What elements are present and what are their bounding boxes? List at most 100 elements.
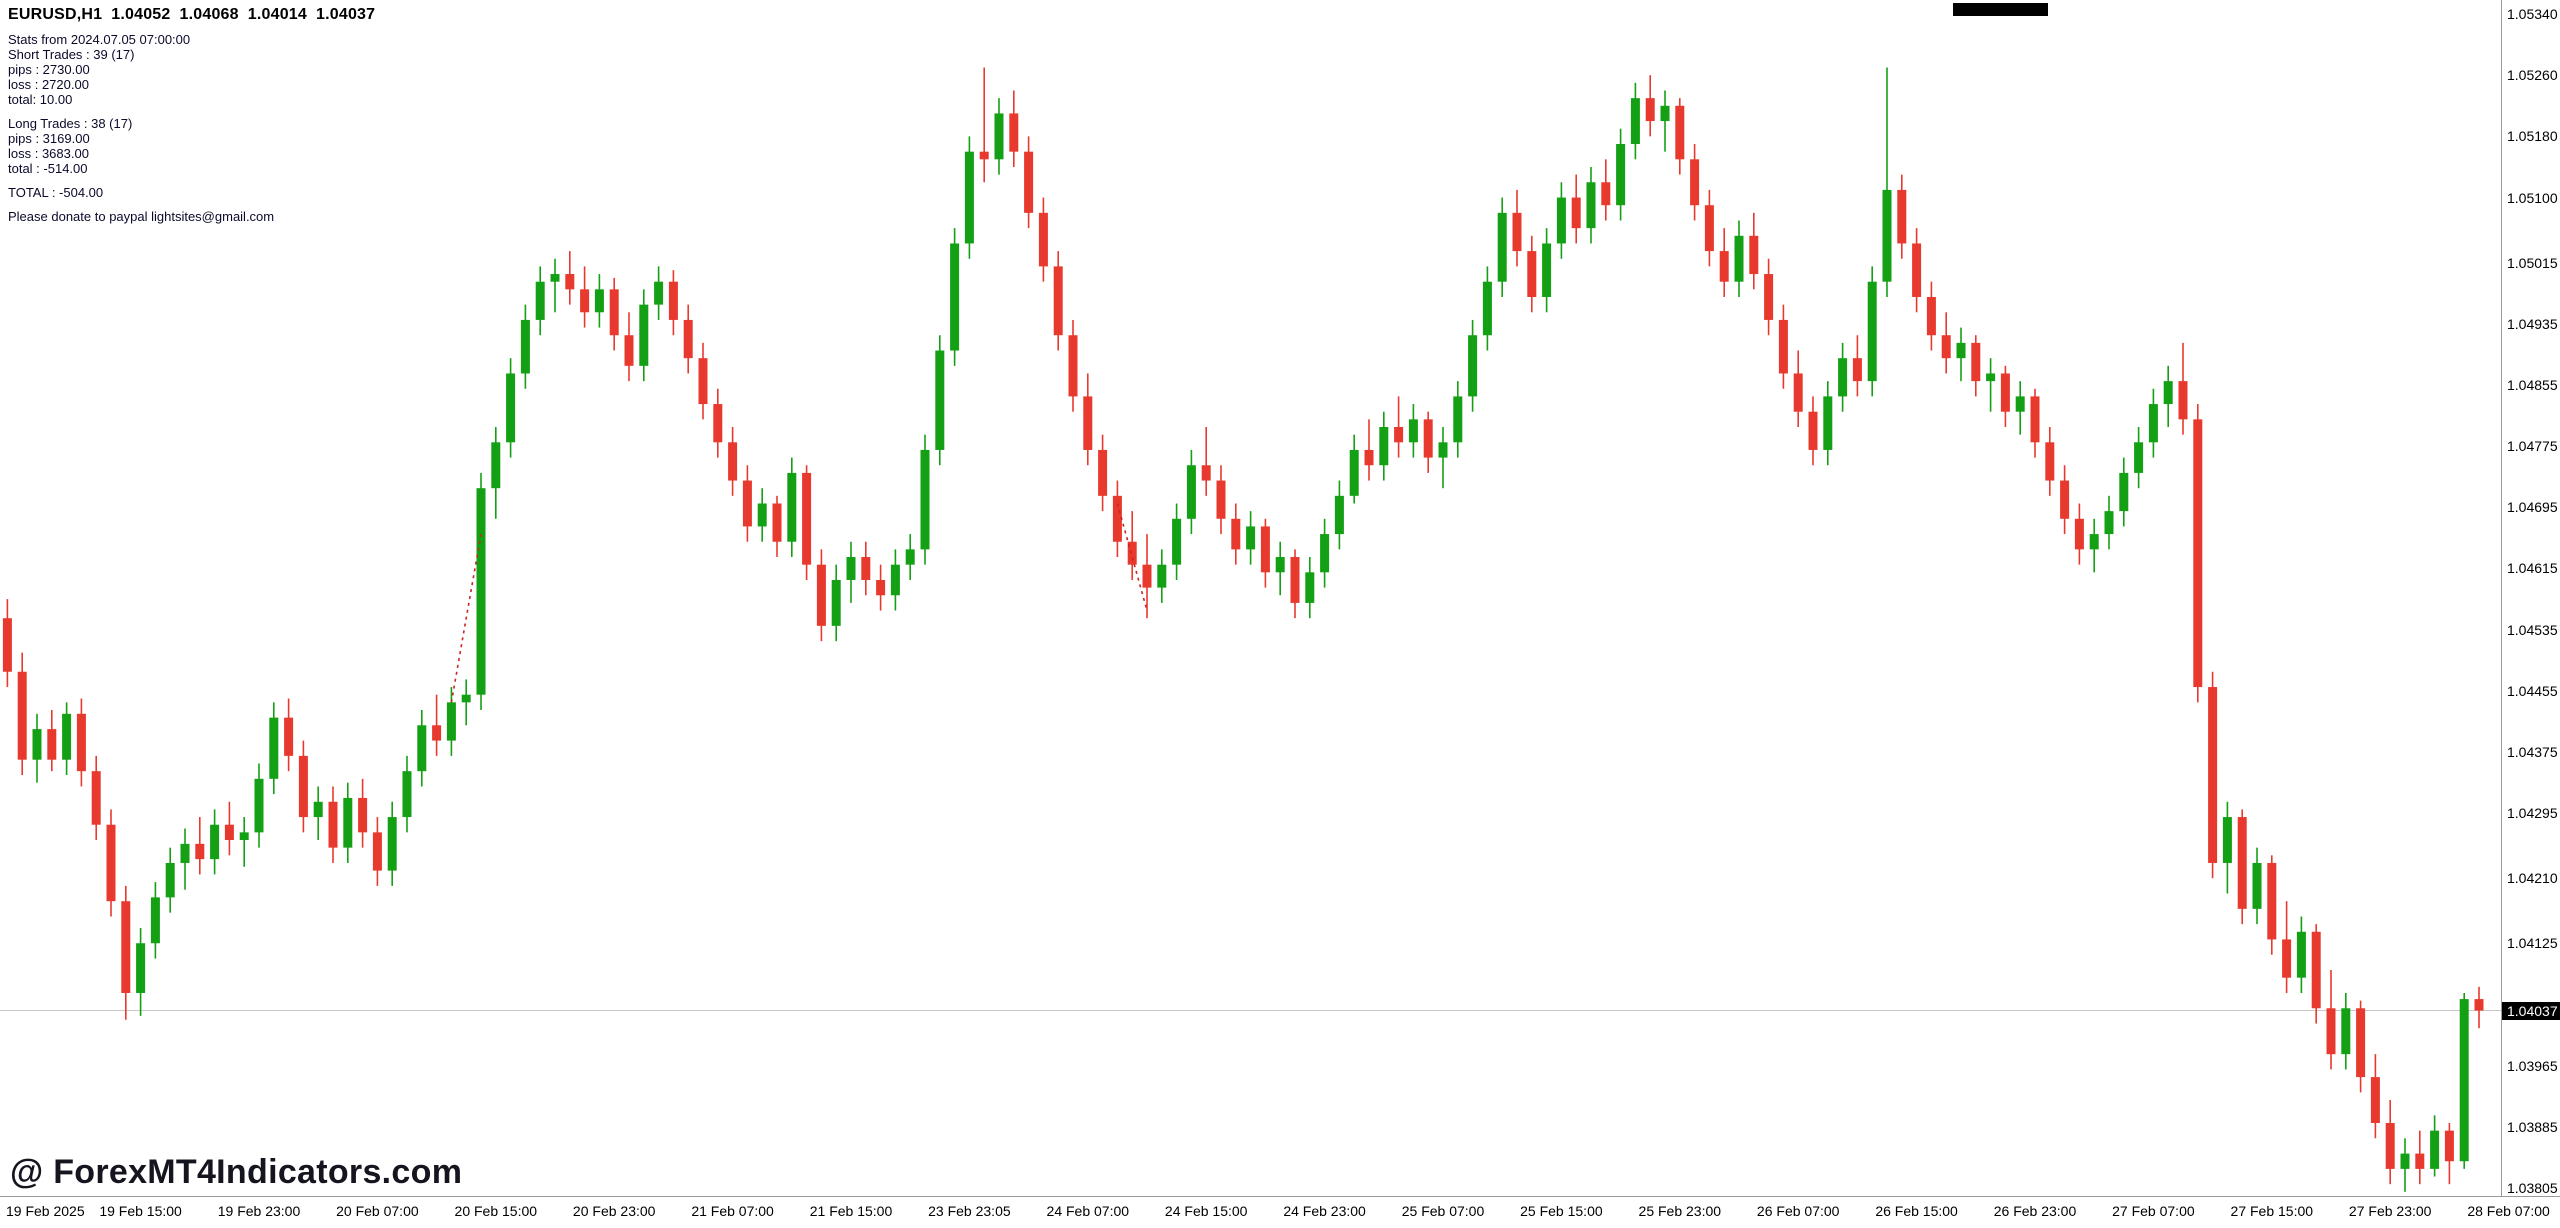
candle-body — [165, 862, 175, 898]
long-trades-loss: loss : 3683.00 — [8, 146, 89, 161]
price-axis-label: 1.04455 — [2507, 682, 2558, 699]
candle-body — [520, 319, 530, 374]
price-axis-label: 1.05015 — [2507, 254, 2558, 271]
candle-body — [535, 281, 545, 320]
candle-body — [2400, 1153, 2410, 1169]
candle-body — [1734, 235, 1744, 282]
time-axis-label: 24 Feb 07:00 — [1046, 1203, 1130, 1219]
candle-body — [550, 274, 560, 282]
candle-body — [2074, 518, 2084, 550]
ohlc-header: EURUSD,H1 1.04052 1.04068 1.04014 1.04037 — [8, 6, 384, 24]
time-axis[interactable]: 19 Feb 2025 19 Feb 15:00 19 Feb 23:00 20 Fe… — [0, 1196, 2560, 1228]
candle-body — [1971, 342, 1981, 382]
candle-body — [831, 579, 841, 626]
price-axis-label: 1.04615 — [2507, 560, 2558, 577]
candle-body — [372, 832, 382, 871]
candle-body — [76, 713, 86, 772]
current-price-tag: 1.04037 — [2502, 1001, 2560, 1020]
candle-body — [2030, 396, 2040, 443]
candle-body — [1320, 534, 1330, 573]
candle-body — [2296, 931, 2306, 978]
candle-body — [358, 797, 368, 833]
price-axis[interactable]: 1.05340 1.05260 1.05180 1.05100 1.05015 1.049… — [2501, 0, 2560, 1196]
candle-body — [313, 801, 323, 818]
candle-body — [106, 824, 116, 902]
candle-body — [2134, 442, 2144, 473]
short-trades-total: total: 10.00 — [8, 92, 73, 107]
candle-body — [1468, 335, 1478, 397]
candle-body — [2208, 687, 2218, 863]
candle-body — [1068, 335, 1078, 397]
long-trades-header: Long Trades : 38 (17) — [8, 116, 133, 131]
candle-body — [1793, 373, 1803, 412]
time-axis-label: 19 Feb 23:00 — [217, 1203, 301, 1219]
candle-body — [2060, 480, 2070, 519]
candle-body — [1926, 296, 1936, 336]
time-axis-label: 19 Feb 2025 — [6, 1203, 85, 1219]
candle-body — [1616, 144, 1626, 206]
candle-body — [846, 557, 856, 580]
time-axis-label: 19 Feb 15:00 — [99, 1203, 182, 1219]
price-axis-label: 1.04295 — [2507, 805, 2558, 822]
candle-body — [1216, 480, 1226, 519]
time-axis-label: 26 Feb 15:00 — [1875, 1203, 1958, 1219]
candle-body — [2089, 534, 2099, 550]
candle-body — [32, 729, 42, 760]
candle-body — [2459, 999, 2469, 1162]
trade-line — [1116, 503, 1148, 611]
price-axis-label: 1.05100 — [2507, 189, 2558, 206]
candle-body — [994, 113, 1004, 160]
candle-body — [2222, 817, 2232, 863]
candle-body — [1941, 335, 1951, 359]
time-axis-label: 24 Feb 15:00 — [1164, 1203, 1248, 1219]
candle-body — [1527, 251, 1537, 297]
candle-body — [2000, 373, 2010, 412]
price-axis-label: 1.04535 — [2507, 621, 2558, 638]
candle-body — [2444, 1130, 2454, 1162]
candle-body — [2, 618, 12, 672]
candle-body — [1157, 564, 1167, 588]
candlestick-plot[interactable] — [0, 0, 2501, 1196]
grand-total: TOTAL : -504.00 — [8, 185, 104, 200]
candle-body — [2119, 472, 2129, 512]
candle-body — [609, 289, 619, 336]
candle-body — [2326, 1008, 2336, 1055]
candle-body — [1038, 212, 1048, 267]
candle-body — [802, 472, 812, 565]
candle-body — [713, 404, 723, 443]
candle-body — [1497, 212, 1507, 282]
time-axis-label: 27 Feb 15:00 — [2230, 1203, 2314, 1219]
candle-body — [654, 281, 664, 305]
candle-body — [2415, 1153, 2425, 1169]
candle-body — [224, 824, 234, 841]
candle-body — [1290, 557, 1300, 603]
candle-body — [298, 755, 308, 818]
candle-body — [2015, 396, 2025, 412]
long-trades-pips: pips : 3169.00 — [8, 131, 90, 146]
candle-body — [210, 824, 220, 860]
candle-body — [121, 901, 131, 993]
candle-body — [1882, 189, 1892, 282]
time-axis-label: 28 Feb 07:00 — [2467, 1203, 2550, 1219]
candle-body — [402, 771, 412, 818]
time-axis-label: 26 Feb 07:00 — [1756, 1203, 1840, 1219]
candle-body — [2385, 1122, 2395, 1169]
candle-body — [668, 281, 678, 320]
plot-svg[interactable] — [0, 0, 2501, 1196]
candle-body — [328, 801, 338, 848]
time-axis-label: 27 Feb 23:00 — [2348, 1203, 2432, 1219]
price-axis-label: 1.04775 — [2507, 438, 2558, 455]
candle-body — [195, 843, 205, 860]
candle-body — [180, 843, 190, 863]
time-axis-label: 24 Feb 23:00 — [1283, 1203, 1366, 1219]
candle-body — [2282, 939, 2292, 978]
candle-body — [1246, 526, 1256, 550]
candle-body — [1305, 572, 1315, 603]
close-value: 1.04037 — [316, 6, 376, 23]
candle-body — [387, 817, 397, 871]
candle-body — [2311, 931, 2321, 1009]
candle-body — [432, 725, 442, 741]
candle-body — [2252, 862, 2262, 909]
candle-body — [1009, 113, 1019, 152]
candle-body — [2267, 862, 2277, 940]
